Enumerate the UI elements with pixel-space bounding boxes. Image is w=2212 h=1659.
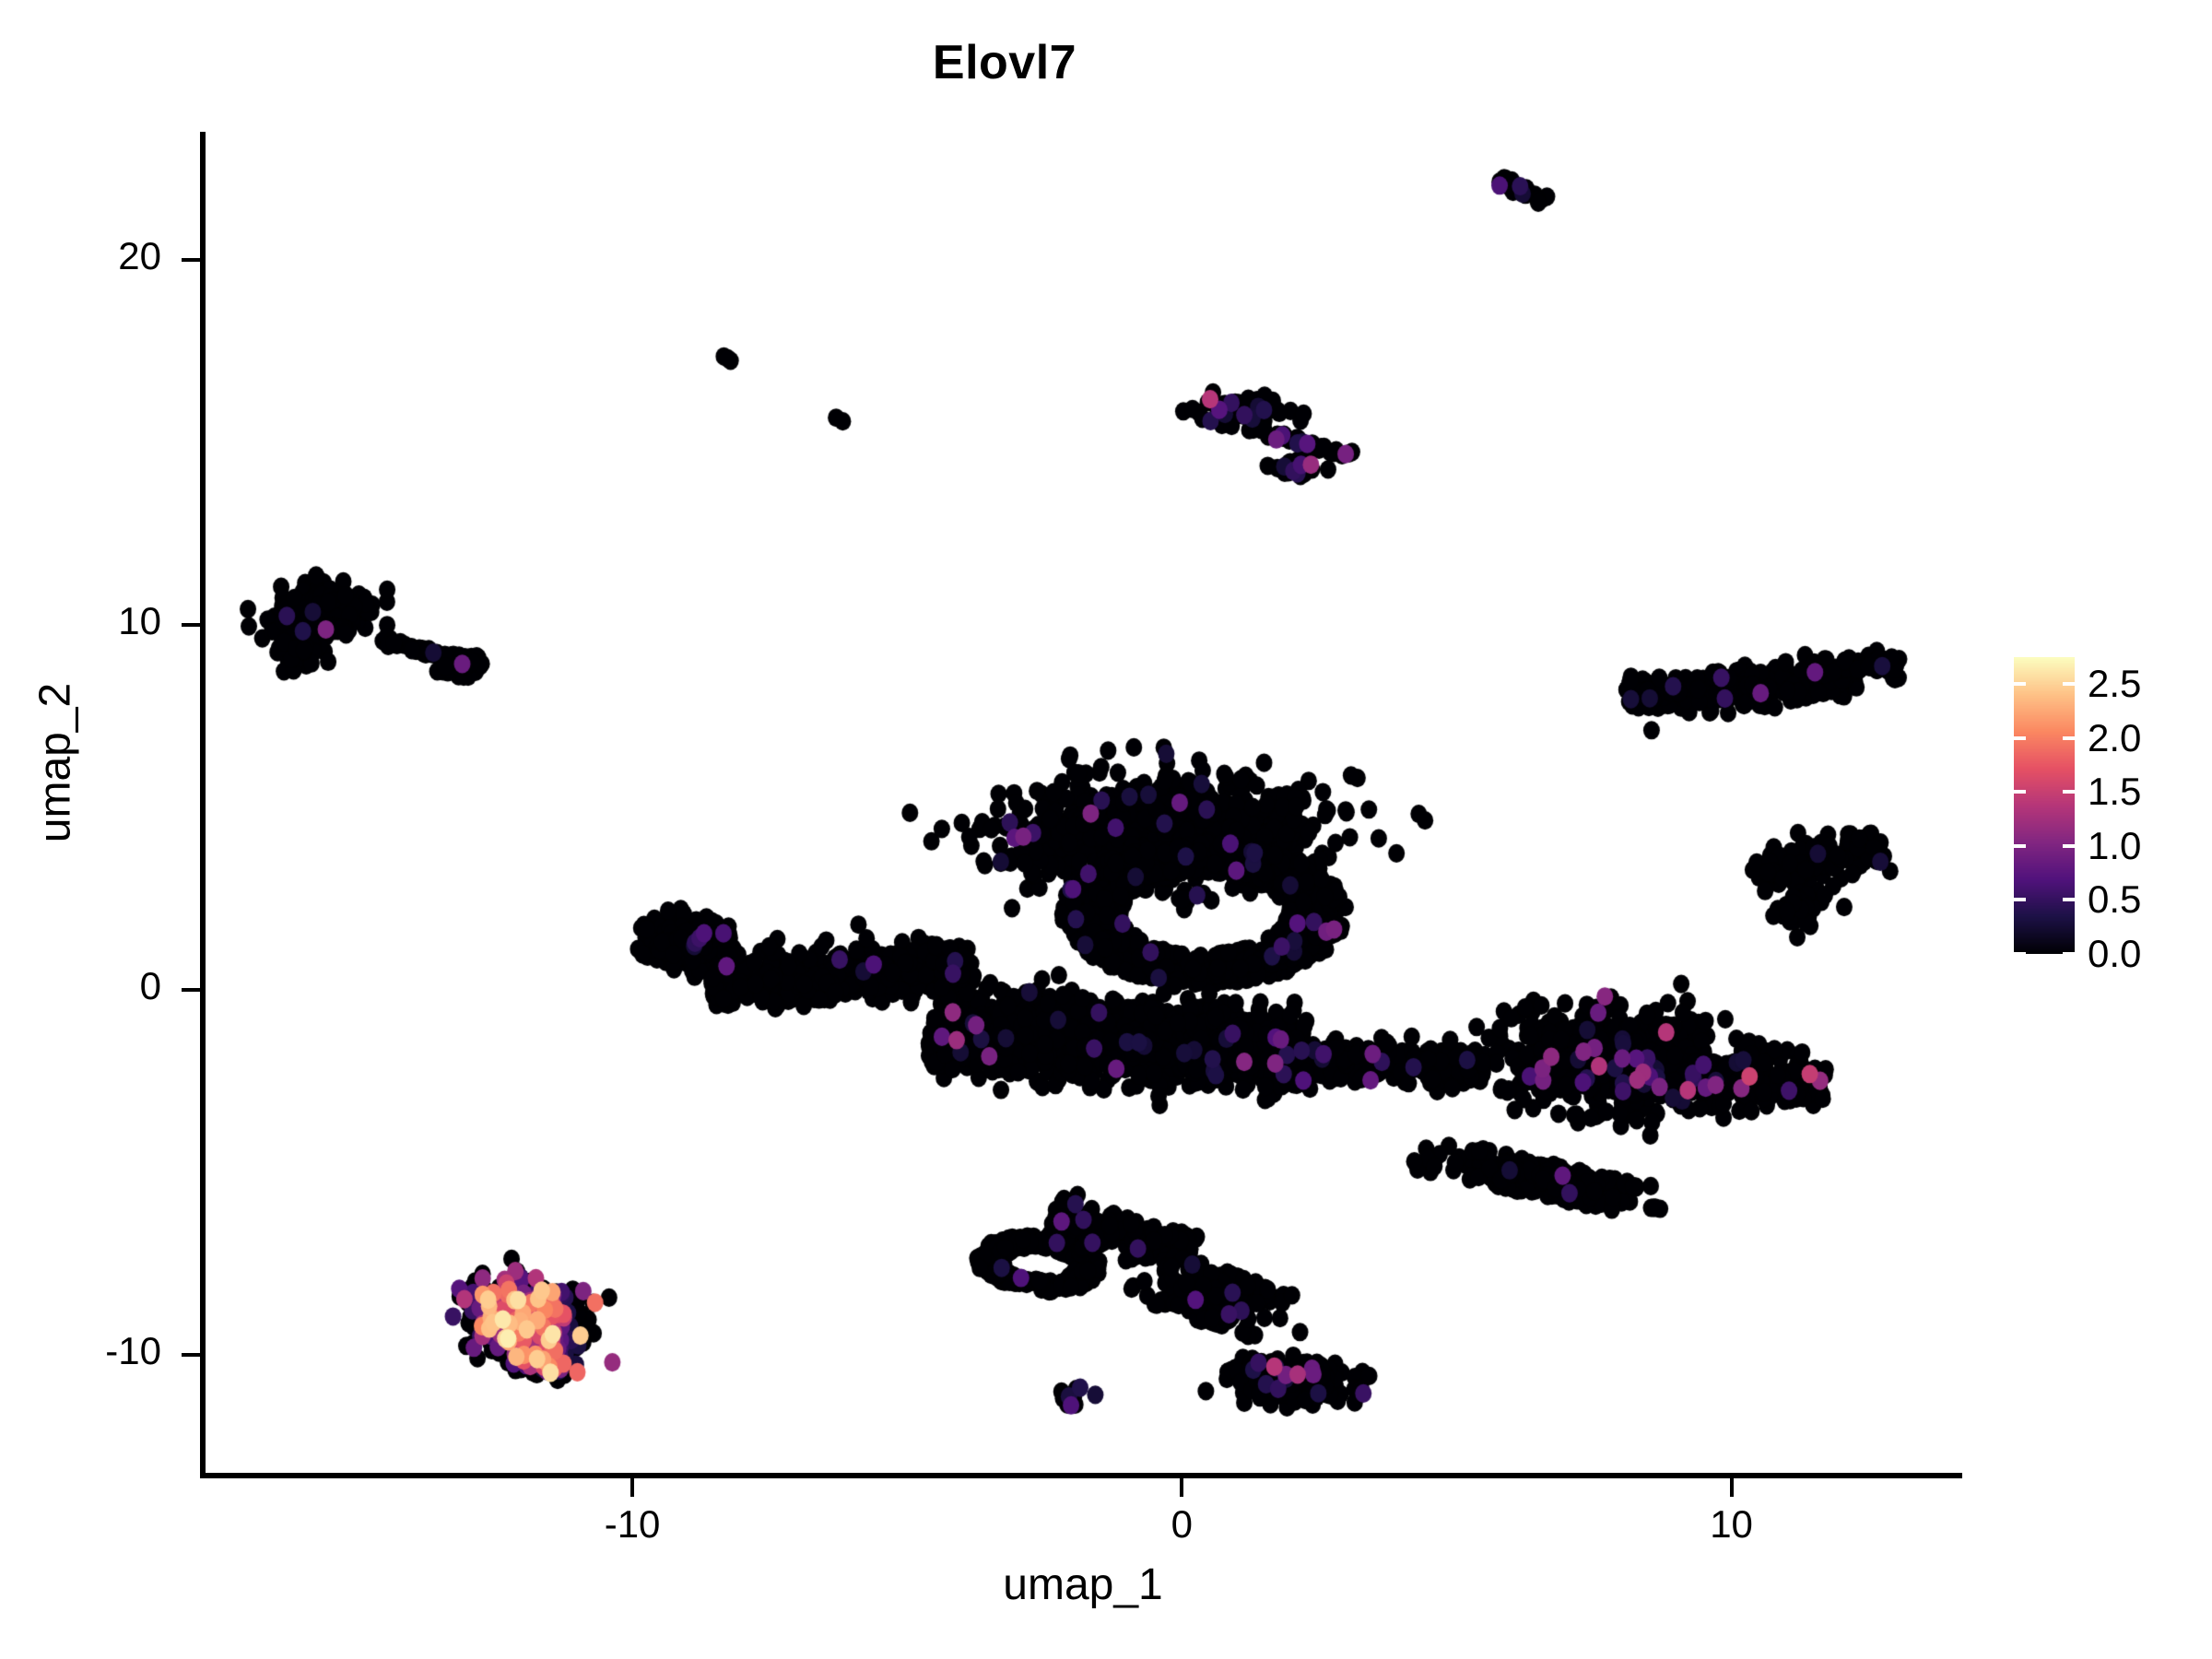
x-tick-label: 0 (1171, 1502, 1193, 1546)
y-tick (182, 622, 200, 627)
colorbar-tick (2014, 952, 2026, 956)
colorbar-tick (2014, 735, 2026, 740)
colorbar-tick (2014, 898, 2026, 902)
colorbar-gradient (2014, 657, 2075, 954)
colorbar-tick-label: 2.0 (2088, 715, 2142, 759)
colorbar-tick (2014, 682, 2026, 687)
x-tick (1180, 1478, 1184, 1497)
y-tick (182, 988, 200, 993)
y-axis-line (200, 132, 206, 1478)
colorbar-tick (2014, 843, 2026, 848)
y-axis-title: umap_2 (30, 682, 80, 843)
colorbar-tick-label: 1.0 (2088, 823, 2142, 867)
colorbar-tick (2063, 952, 2075, 956)
x-tick (630, 1478, 635, 1497)
x-tick-label: -10 (604, 1502, 661, 1546)
colorbar-tick-label: 2.5 (2088, 662, 2142, 706)
colorbar-tick (2063, 682, 2075, 687)
colorbar-tick (2014, 790, 2026, 794)
colorbar-tick (2063, 790, 2075, 794)
x-tick (1729, 1478, 1734, 1497)
y-tick-label: -10 (105, 1329, 161, 1373)
y-tick-label: 20 (118, 233, 161, 277)
colorbar-tick (2063, 735, 2075, 740)
x-axis-line (200, 1473, 1962, 1478)
colorbar-tick-label: 1.5 (2088, 770, 2142, 814)
y-tick (182, 1353, 200, 1358)
scatter-points-canvas (204, 132, 1962, 1476)
y-tick-label: 10 (118, 598, 161, 642)
x-tick-label: 10 (1710, 1502, 1753, 1546)
page-title: Elovl7 (932, 36, 1077, 89)
x-axis-title: umap_1 (1003, 1560, 1163, 1609)
plot-panel (204, 132, 1962, 1476)
y-tick-label: 0 (139, 964, 161, 1008)
y-tick (182, 257, 200, 262)
colorbar-tick-label: 0.0 (2088, 932, 2142, 975)
colorbar-tick-label: 0.5 (2088, 877, 2142, 922)
colorbar-tick (2063, 843, 2075, 848)
colorbar-legend: 0.0 0.5 1.0 1.5 2.0 2.5 (2014, 657, 2141, 975)
colorbar-tick (2063, 898, 2075, 902)
